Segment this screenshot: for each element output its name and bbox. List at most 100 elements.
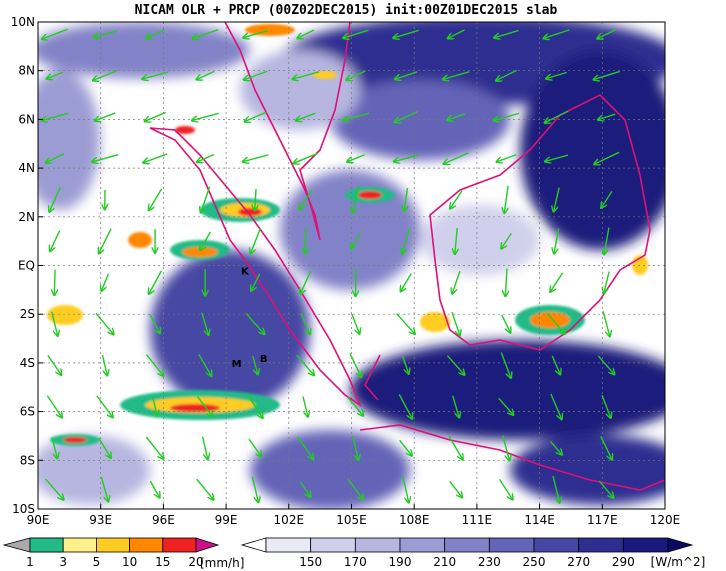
wind-vector [601,190,613,208]
x-tick-label: 93E [89,513,112,527]
wind-vector [452,395,460,418]
olr-colorbar-swatch [354,537,401,553]
wind-vector [502,435,510,460]
x-tick-label: 99E [215,513,238,527]
x-tick-label: 117E [587,513,618,527]
wind-vector [299,481,310,498]
station-marker: M [232,359,242,370]
wind-vector [342,112,370,120]
olr-colorbar-low-arrow [240,537,267,553]
wind-vector [145,436,163,459]
wind-vector [395,71,418,79]
wind-vector [201,436,208,460]
wind-vector [593,70,620,79]
wind-vector [300,270,312,294]
y-tick-label: 10S [12,502,35,516]
wind-vector [553,187,560,212]
wind-vector [245,312,265,334]
y-tick-label: EQ [18,259,35,273]
wind-vector [93,69,118,81]
olr-colorbar-label: 250 [523,555,546,569]
station-marker: B [260,354,268,365]
wind-vector [545,154,569,161]
wind-vector [300,312,310,335]
wind-vector [347,478,363,500]
wind-vector [144,111,166,121]
wind-vector [302,396,308,417]
precip-colorbar-low-arrow [2,537,31,553]
wind-vector [296,112,316,121]
olr-colorbar-swatch [310,537,356,553]
wind-vector [46,71,64,79]
wind-vector [549,440,562,455]
wind-vector [93,30,117,37]
wind-vector [544,110,569,123]
wind-vector [46,395,62,418]
wind-vector [446,355,464,375]
wind-vector [252,355,258,375]
precip-colorbar-label: 15 [155,555,170,569]
precip-colorbar-swatch [62,537,97,553]
wind-vector [201,186,211,213]
wind-vector [394,110,418,123]
wind-vector [101,273,110,291]
wind-vector [243,29,268,38]
wind-vector [351,232,362,249]
wind-vector [396,313,415,335]
wind-vector [399,439,412,456]
y-tick-label: 6N [18,112,35,126]
wind-vector [152,397,157,416]
chart-title: NICAM OLR + PRCP (00Z02DEC2015) init:00Z… [135,3,558,18]
wind-vector [251,273,261,291]
wind-vector [400,273,412,291]
coastlines [149,22,665,491]
y-tick-label: 8S [20,453,35,467]
wind-vector [297,29,315,38]
wind-vector [142,71,169,79]
wind-vector [50,230,61,252]
x-tick-label: 120E [650,513,681,527]
precip-colorbar-label: 20 [188,555,203,569]
wind-vector [198,353,212,376]
olr-field [38,22,665,509]
precip-colorbar-high-arrow [195,537,220,553]
wind-vector [448,436,463,459]
wind-vector [51,437,57,459]
wind-vector [594,151,620,164]
x-tick-label: 111E [462,513,493,527]
wind-vector [501,314,511,333]
olr-colorbar-swatch [578,537,624,553]
wind-vector [543,29,570,39]
olr-colorbar-label: 210 [433,555,456,569]
wind-vector [196,396,213,417]
olr-colorbar-swatch [399,537,446,553]
wind-vector [451,311,460,336]
y-tick-label: 2S [20,307,35,321]
wind-vector [443,152,469,164]
wind-vector [550,393,562,420]
wind-vector [447,113,466,120]
wind-vector [54,269,55,296]
wind-vector [496,69,517,80]
wind-vector [247,394,263,418]
olr-colorbar-swatch [533,537,580,553]
olr-colorbar-swatch [488,537,535,553]
wind-vector [550,272,564,292]
precip-colorbar-label: 3 [59,555,67,569]
wind-vector [598,480,613,498]
wind-vector [347,397,363,415]
wind-vector [452,270,461,294]
wind-vector [505,268,507,297]
olr-colorbar-swatch [265,537,312,553]
wind-vector [494,29,519,38]
wind-vector [200,231,212,251]
wind-vector [145,354,163,377]
x-tick-label: 114E [524,513,555,527]
x-tick-label: 96E [152,513,175,527]
precip-colorbar-label: 1 [26,555,34,569]
y-axis: 10N 8N 6N 4N 2N EQ 2S 4S 6S 8S 10S [11,15,43,516]
wind-vector [250,228,262,254]
wind-vector [143,153,168,163]
wind-vector [604,227,610,255]
